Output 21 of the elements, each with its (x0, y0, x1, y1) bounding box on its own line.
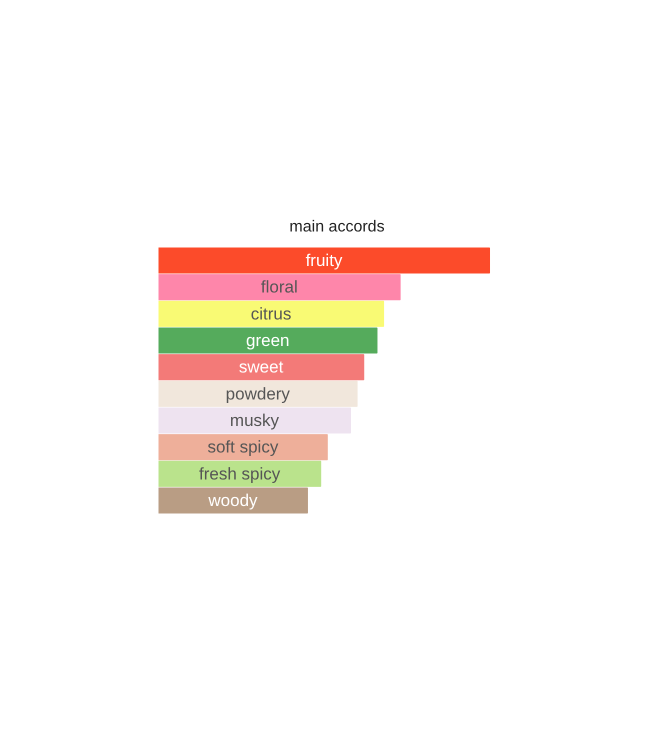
y-tick-label: fresh spicy (198, 464, 281, 484)
y-tick-label: soft spicy (207, 438, 279, 457)
y-tick-label: woody (207, 491, 258, 510)
bar (158, 247, 490, 274)
chart-title: main accords (289, 218, 385, 236)
y-tick-label: musky (230, 411, 280, 430)
bar (158, 354, 364, 380)
bar (158, 407, 351, 434)
bar (158, 327, 378, 354)
y-tick-label: green (246, 331, 290, 350)
y-tick-label: sweet (238, 358, 284, 377)
y-tick-label: powdery (226, 384, 290, 404)
bar (158, 487, 308, 514)
bar (158, 380, 358, 407)
y-tick-label: citrus (250, 304, 292, 324)
bar (158, 274, 401, 300)
y-tick-label: fruity (306, 251, 343, 270)
bar (158, 434, 328, 460)
bar (158, 300, 384, 327)
y-tick-label: floral (260, 278, 298, 297)
bar (158, 460, 322, 487)
